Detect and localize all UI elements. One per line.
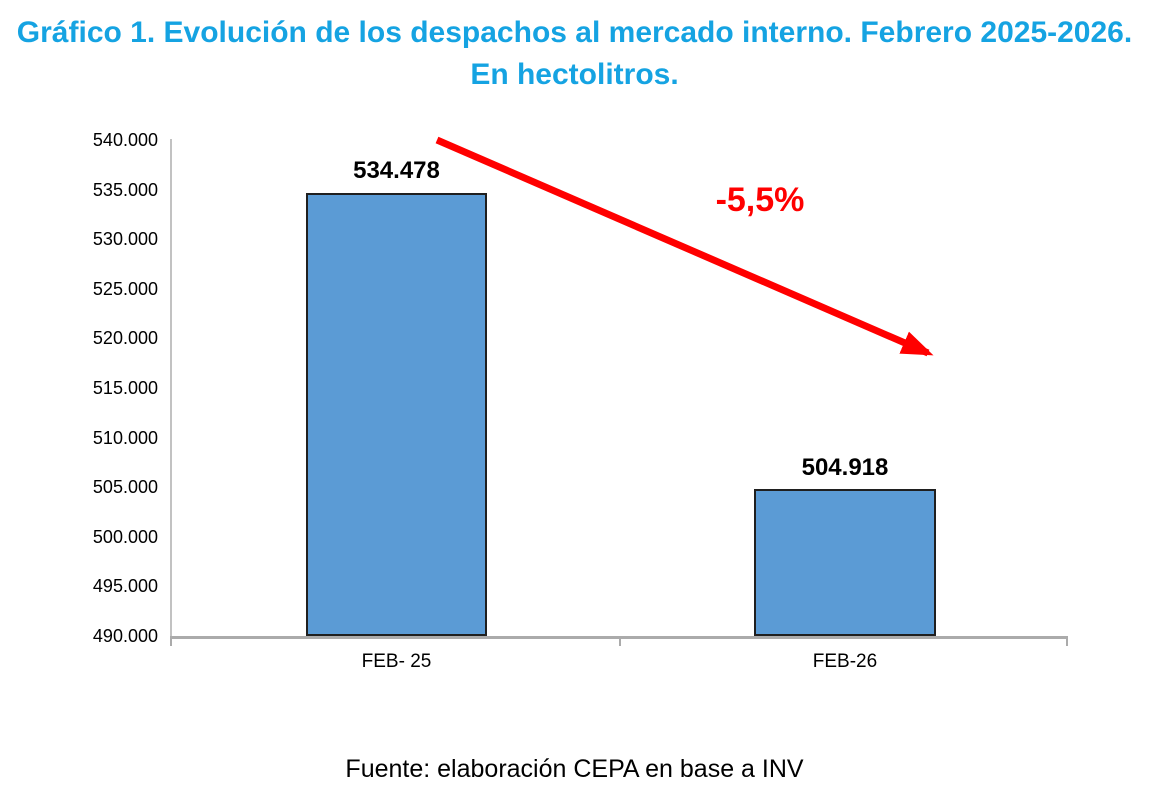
y-axis-tick-label: 525.000 xyxy=(92,279,158,299)
x-axis-category-label-feb-25: FEB- 25 xyxy=(361,651,432,672)
y-axis-tick-label: 500.000 xyxy=(92,527,158,547)
x-axis-line xyxy=(170,636,1068,639)
bar-value-label-feb-25: 534.478 xyxy=(353,157,440,184)
y-axis-tick-label: 510.000 xyxy=(92,428,158,448)
chart-title-line-1: Gráfico 1. Evolución de los despachos al… xyxy=(16,16,1133,49)
bar-value-label-feb-26: 504.918 xyxy=(801,454,889,481)
source-note: Fuente: elaboración CEPA en base a INV xyxy=(345,755,804,783)
trend-arrow-icon xyxy=(435,136,934,357)
y-axis-tick-label: 535.000 xyxy=(92,180,158,200)
chart-title: Gráfico 1. Evolución de los despachos al… xyxy=(0,12,1149,96)
x-axis-tick xyxy=(1066,639,1068,646)
bar-feb-25 xyxy=(306,193,487,636)
y-axis-line xyxy=(170,139,172,637)
y-axis-tick-label: 530.000 xyxy=(92,229,158,249)
y-axis-tick-label: 515.000 xyxy=(92,378,158,398)
y-axis-tick-label: 490.000 xyxy=(92,626,158,646)
y-axis-tick-label: 520.000 xyxy=(92,328,158,348)
bar-feb-26 xyxy=(754,489,936,636)
percent-change-annotation: -5,5% xyxy=(715,181,805,219)
x-axis-category-label-feb-26: FEB-26 xyxy=(812,651,878,672)
y-axis-tick-label: 540.000 xyxy=(92,130,158,150)
chart-title-line-2: En hectolitros. xyxy=(470,58,679,91)
x-axis-tick xyxy=(619,639,621,646)
y-axis-tick-label: 505.000 xyxy=(92,477,158,497)
bar-chart: 540.000 535.000 530.000 525.000 520.000 … xyxy=(0,110,1149,690)
y-axis-tick-label: 495.000 xyxy=(92,576,158,596)
x-axis-tick xyxy=(170,639,172,646)
